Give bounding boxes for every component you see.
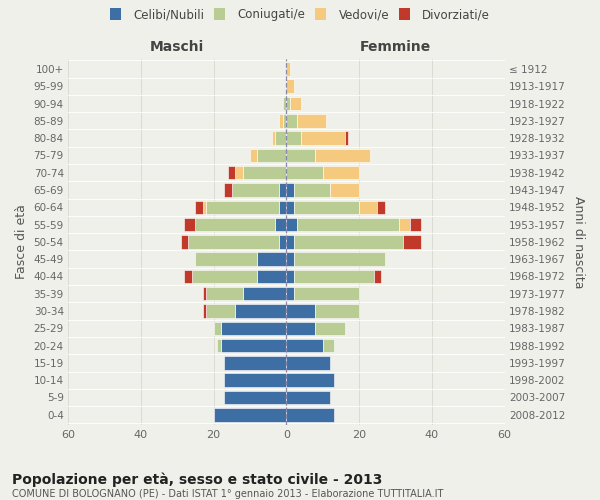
Bar	[377, 200, 385, 214]
Bar	[286, 80, 293, 93]
Bar	[374, 270, 381, 283]
Bar	[286, 200, 293, 214]
Bar	[221, 339, 286, 352]
Bar	[257, 270, 286, 283]
Bar	[196, 218, 275, 232]
Bar	[235, 304, 286, 318]
Bar	[283, 114, 286, 128]
Bar	[286, 114, 297, 128]
Bar	[297, 114, 326, 128]
Bar	[181, 235, 188, 248]
Bar	[293, 235, 403, 248]
Text: Popolazione per età, sesso e stato civile - 2013: Popolazione per età, sesso e stato civil…	[12, 472, 382, 487]
Bar	[279, 235, 286, 248]
Bar	[214, 322, 221, 335]
Bar	[217, 339, 221, 352]
Bar	[275, 132, 286, 145]
Bar	[316, 322, 344, 335]
Bar	[293, 287, 359, 300]
Bar	[221, 322, 286, 335]
Bar	[191, 270, 257, 283]
Bar	[323, 166, 359, 179]
Text: Maschi: Maschi	[150, 40, 204, 54]
Bar	[286, 356, 330, 370]
Bar	[279, 183, 286, 196]
Bar	[206, 200, 279, 214]
Bar	[214, 408, 286, 422]
Text: COMUNE DI BOLOGNANO (PE) - Dati ISTAT 1° gennaio 2013 - Elaborazione TUTTITALIA.: COMUNE DI BOLOGNANO (PE) - Dati ISTAT 1°…	[12, 489, 443, 499]
Bar	[293, 252, 385, 266]
Bar	[203, 200, 206, 214]
Bar	[224, 390, 286, 404]
Bar	[203, 287, 206, 300]
Bar	[196, 252, 257, 266]
Bar	[359, 200, 377, 214]
Bar	[196, 200, 203, 214]
Bar	[286, 235, 293, 248]
Bar	[203, 304, 206, 318]
Bar	[286, 166, 323, 179]
Bar	[235, 166, 242, 179]
Bar	[410, 218, 421, 232]
Bar	[232, 183, 279, 196]
Bar	[286, 408, 334, 422]
Bar	[184, 218, 196, 232]
Bar	[286, 374, 334, 387]
Bar	[272, 132, 275, 145]
Bar	[290, 97, 301, 110]
Y-axis label: Fasce di età: Fasce di età	[15, 204, 28, 280]
Bar	[257, 252, 286, 266]
Bar	[286, 304, 316, 318]
Bar	[286, 390, 330, 404]
Bar	[224, 183, 232, 196]
Bar	[323, 339, 334, 352]
Bar	[206, 304, 235, 318]
Bar	[293, 183, 330, 196]
Bar	[297, 218, 399, 232]
Bar	[242, 287, 286, 300]
Bar	[403, 235, 421, 248]
Bar	[286, 287, 293, 300]
Bar	[286, 183, 293, 196]
Bar	[286, 252, 293, 266]
Bar	[228, 166, 235, 179]
Bar	[330, 183, 359, 196]
Bar	[399, 218, 410, 232]
Bar	[286, 339, 323, 352]
Bar	[242, 166, 286, 179]
Bar	[286, 322, 316, 335]
Bar	[316, 304, 359, 318]
Bar	[286, 148, 316, 162]
Bar	[206, 287, 242, 300]
Bar	[279, 200, 286, 214]
Bar	[275, 218, 286, 232]
Y-axis label: Anni di nascita: Anni di nascita	[572, 196, 585, 288]
Bar	[250, 148, 257, 162]
Bar	[224, 374, 286, 387]
Bar	[286, 270, 293, 283]
Bar	[344, 132, 348, 145]
Bar	[257, 148, 286, 162]
Bar	[283, 97, 286, 110]
Bar	[293, 270, 374, 283]
Bar	[316, 148, 370, 162]
Bar	[301, 132, 344, 145]
Bar	[224, 356, 286, 370]
Bar	[286, 218, 297, 232]
Legend: Celibi/Nubili, Coniugati/e, Vedovi/e, Divorziati/e: Celibi/Nubili, Coniugati/e, Vedovi/e, Di…	[107, 6, 493, 24]
Bar	[286, 62, 290, 76]
Bar	[279, 114, 283, 128]
Text: Femmine: Femmine	[360, 40, 431, 54]
Bar	[293, 200, 359, 214]
Bar	[188, 235, 279, 248]
Bar	[286, 97, 290, 110]
Bar	[286, 132, 301, 145]
Bar	[184, 270, 191, 283]
